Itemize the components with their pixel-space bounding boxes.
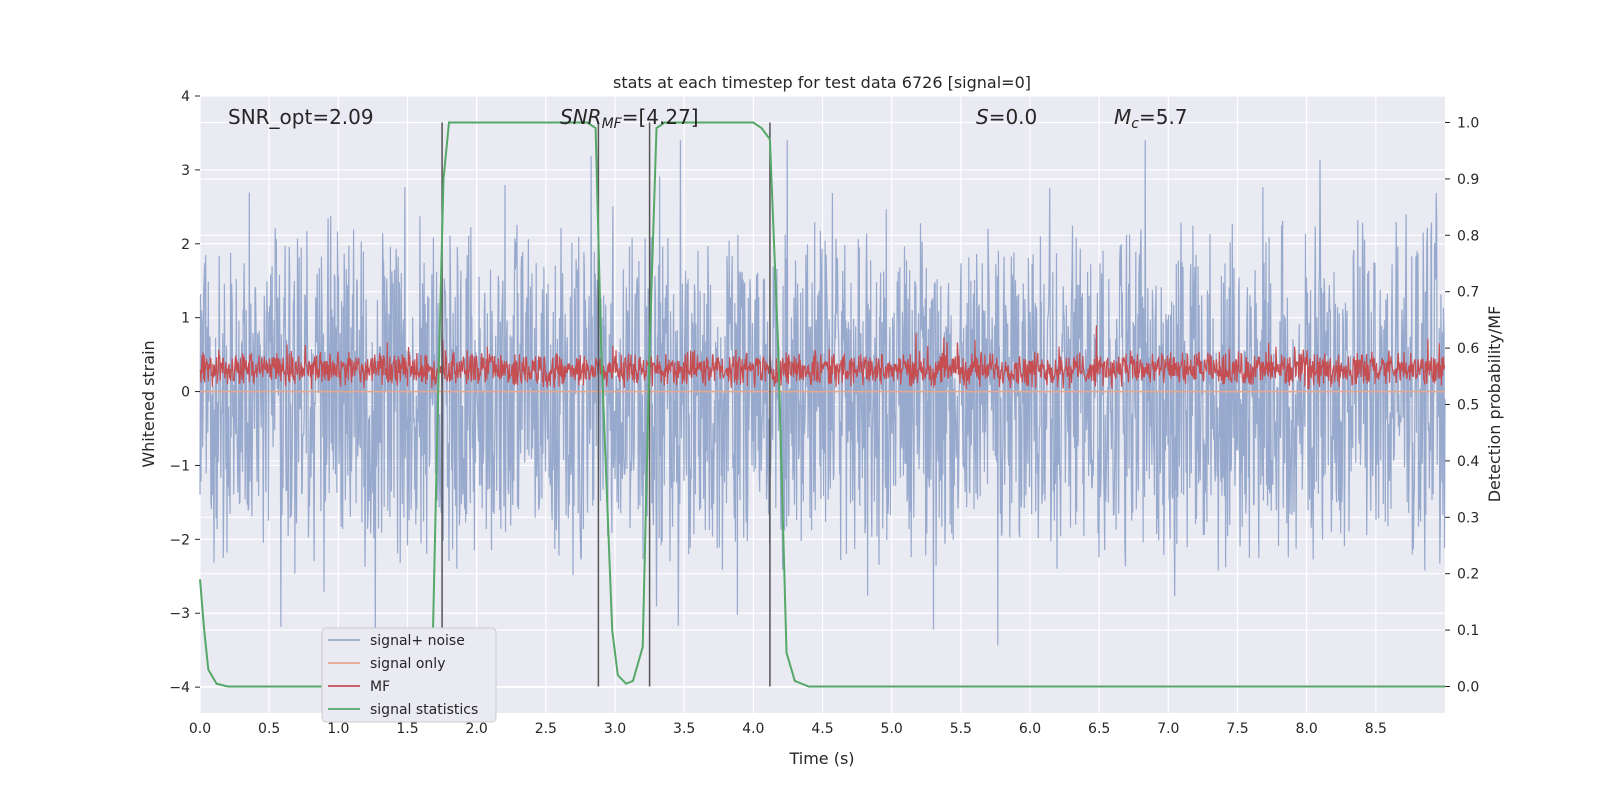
snr-mf-value: =[4.27] — [622, 105, 699, 129]
y2-tick-label: 0.6 — [1457, 341, 1479, 357]
x-tick-label: 7.0 — [1157, 721, 1179, 737]
y2-tick-label: 1.0 — [1457, 116, 1479, 132]
x-tick-label: 2.5 — [535, 721, 557, 737]
legend-box — [321, 627, 497, 723]
mc-symbol: M — [1114, 105, 1131, 129]
y2-tick-label: 0.8 — [1457, 228, 1479, 244]
y-tick-label: −3 — [169, 606, 190, 622]
x-tick-label: 1.5 — [396, 721, 418, 737]
x-tick-label: 0.0 — [189, 721, 211, 737]
mc-value: =5.7 — [1139, 105, 1188, 129]
y2-tick-label: 0.4 — [1457, 454, 1479, 470]
annotation-snr-mf: SNRMF=[4.27] — [560, 105, 699, 132]
x-tick-label: 4.0 — [742, 721, 764, 737]
s-value: =0.0 — [989, 105, 1038, 129]
x-tick-label: 5.0 — [881, 721, 903, 737]
y-tick-label: 0 — [181, 385, 190, 401]
snr-mf-main: SNR — [560, 105, 602, 129]
legend: signal+ noise signal only MF signal stat… — [321, 627, 497, 723]
mf-series — [199, 325, 1446, 390]
legend-label-signal-only: signal only — [370, 656, 445, 672]
y2-tick-label: 0.9 — [1457, 172, 1479, 188]
x-axis-label: Time (s) — [788, 749, 854, 768]
y-tick-label: 3 — [181, 163, 190, 179]
x-tick-label: 3.0 — [604, 721, 626, 737]
annotation-s: S=0.0 — [976, 105, 1037, 129]
signal-noise-series — [199, 140, 1446, 646]
x-tick-label: 6.5 — [1088, 721, 1110, 737]
y-axis-label: Whitened strain — [139, 340, 158, 467]
x-tick-label: 8.5 — [1365, 721, 1387, 737]
x-tick-label: 0.5 — [258, 721, 280, 737]
y-tick-label: 1 — [181, 311, 190, 327]
x-tick-label: 3.5 — [673, 721, 695, 737]
y-tick-label: −1 — [169, 458, 190, 474]
snr-mf-sub: MF — [602, 116, 623, 132]
y-tick-label: −2 — [169, 532, 190, 548]
y-tick-label: −4 — [169, 680, 190, 696]
x-tick-label: 6.0 — [1019, 721, 1041, 737]
legend-label-noise: signal+ noise — [370, 633, 465, 649]
y2-tick-label: 0.0 — [1457, 679, 1479, 695]
x-tick-label: 2.0 — [466, 721, 488, 737]
y2-axis-label: Detection probability/MF — [1485, 306, 1504, 503]
x-tick-label: 5.5 — [950, 721, 972, 737]
annotation-snr-opt: SNR_opt=2.09 — [228, 105, 374, 129]
x-tick-label: 8.0 — [1296, 721, 1318, 737]
y-tick-label: 2 — [181, 237, 190, 253]
x-tick-label: 4.5 — [811, 721, 833, 737]
y-tick-label: 4 — [181, 89, 190, 105]
ticks: 0.0 0.5 1.0 1.5 2.0 2.5 3.0 3.5 4.0 4.5 5.0 5.5 6.0 6… — [169, 89, 1479, 737]
y2-tick-label: 0.2 — [1457, 567, 1479, 583]
y2-tick-label: 0.7 — [1457, 285, 1479, 301]
y2-tick-label: 0.5 — [1457, 398, 1479, 414]
mc-sub: c — [1131, 116, 1139, 132]
y2-tick-label: 0.1 — [1457, 623, 1479, 639]
legend-label-mf: MF — [370, 679, 390, 695]
x-tick-label: 1.0 — [327, 721, 349, 737]
y2-tick-label: 0.3 — [1457, 510, 1479, 526]
chart-title: stats at each timestep for test data 672… — [613, 73, 1031, 92]
legend-label-statistics: signal statistics — [370, 702, 478, 718]
annotation-mc: Mc=5.7 — [1114, 105, 1188, 132]
x-tick-label: 7.5 — [1226, 721, 1248, 737]
s-symbol: S — [976, 105, 989, 129]
